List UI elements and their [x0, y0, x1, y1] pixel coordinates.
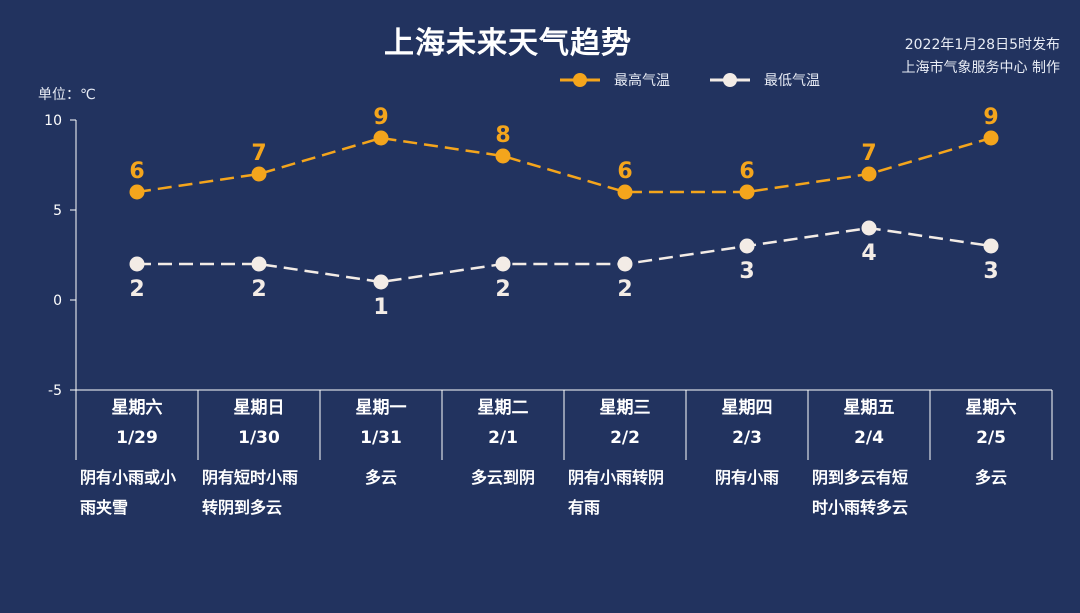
series-line-min: [137, 226, 992, 284]
day-header: 星期五 2/4: [808, 393, 930, 453]
weather-description: 阴有短时小雨 转阴到多云: [198, 463, 320, 523]
legend-item-min[interactable]: 最低气温: [710, 70, 820, 90]
weekday-label: 星期六: [111, 398, 163, 418]
legend-label-min: 最低气温: [764, 73, 820, 89]
y-tick-label: 0: [53, 293, 62, 309]
data-point: [861, 166, 877, 182]
data-label: 1: [373, 295, 388, 320]
data-point: [495, 148, 511, 164]
data-point: [495, 256, 511, 272]
weather-description: 多云到阴: [442, 463, 564, 493]
unit-label: 单位：℃: [38, 87, 96, 103]
weather-description-line: 雨夹雪: [80, 498, 129, 517]
series-line-max: [136, 136, 992, 194]
weather-description-line: 多云到阴: [470, 468, 535, 487]
weather-description-line: 阴有小雨或小: [80, 468, 177, 487]
weekday-label: 星期五: [843, 398, 895, 418]
weekday-label: 星期三: [599, 398, 651, 418]
weekday-label: 星期二: [477, 398, 529, 418]
day-header: 星期六 2/5: [930, 393, 1052, 453]
data-label: 2: [129, 277, 144, 302]
weather-description-line: 转阴到多云: [202, 498, 283, 517]
data-point: [373, 274, 389, 290]
chart-title: 上海未来天气趋势: [384, 26, 632, 61]
date-label: 1/30: [238, 428, 280, 448]
date-label: 2/2: [610, 428, 640, 448]
day-header: 星期二 2/1: [442, 393, 564, 453]
weather-description: 阴到多云有短 时小雨转多云: [808, 463, 930, 523]
date-label: 2/1: [488, 428, 518, 448]
data-point: [739, 184, 755, 200]
data-point: [739, 238, 755, 254]
day-header: 星期日 1/30: [198, 393, 320, 453]
legend-item-max[interactable]: 最高气温: [560, 70, 670, 90]
weather-description: 多云: [320, 463, 442, 493]
publish-info: 2022年1月28日5时发布 上海市气象服务中心 制作: [800, 34, 1060, 80]
data-point: [129, 256, 145, 272]
weather-description: 阴有小雨转阴 有雨: [564, 463, 686, 523]
data-label: 4: [861, 241, 876, 266]
data-label: 2: [617, 277, 632, 302]
weather-description: 多云: [930, 463, 1052, 493]
data-label: 6: [739, 159, 754, 184]
weather-description-line: 阴到多云有短: [812, 468, 909, 487]
date-label: 2/4: [854, 428, 884, 448]
date-label: 1/29: [116, 428, 158, 448]
data-point: [983, 238, 999, 254]
weather-description-line: 阴有小雨: [714, 468, 779, 487]
data-point: [251, 256, 267, 272]
weekday-label: 星期一: [355, 398, 407, 418]
data-label: 7: [251, 141, 266, 166]
y-tick-label: 5: [53, 203, 62, 219]
legend-swatch-max: [560, 73, 600, 87]
day-header: 星期六 1/29: [76, 393, 198, 453]
data-label: 8: [495, 123, 510, 148]
day-header: 星期三 2/2: [564, 393, 686, 453]
data-point: [983, 130, 999, 146]
day-header: 星期四 2/3: [686, 393, 808, 453]
weather-description-line: 多云: [974, 468, 1007, 487]
data-label: 6: [129, 159, 144, 184]
data-label: 9: [983, 105, 998, 130]
weather-description-line: 阴有短时小雨: [202, 468, 299, 487]
weekday-label: 星期日: [233, 398, 285, 418]
weather-description: 阴有小雨: [686, 463, 808, 493]
weather-description-line: 时小雨转多云: [812, 498, 909, 517]
weather-description: 阴有小雨或小 雨夹雪: [76, 463, 198, 523]
data-label: 2: [251, 277, 266, 302]
publish-time: 2022年1月28日5时发布: [904, 37, 1060, 53]
data-point: [617, 184, 633, 200]
date-label: 2/3: [732, 428, 762, 448]
data-point: [617, 256, 633, 272]
data-label: 9: [373, 105, 388, 130]
legend-swatch-min: [710, 73, 750, 87]
data-point: [861, 220, 877, 236]
weather-description-line: 有雨: [568, 498, 601, 517]
weather-description-line: 多云: [364, 468, 397, 487]
data-label: 3: [739, 259, 754, 284]
weather-description-line: 阴有小雨转阴: [568, 468, 665, 487]
data-point: [373, 130, 389, 146]
data-label: 2: [495, 277, 510, 302]
date-label: 1/31: [360, 428, 402, 448]
day-header: 星期一 1/31: [320, 393, 442, 453]
publisher: 上海市气象服务中心 制作: [901, 60, 1060, 76]
y-tick-label: 10: [44, 113, 62, 129]
weekday-label: 星期六: [965, 398, 1017, 418]
data-label: 3: [983, 259, 998, 284]
y-tick-label: -5: [48, 383, 62, 399]
data-point: [251, 166, 267, 182]
data-label: 7: [861, 141, 876, 166]
data-point: [129, 184, 145, 200]
legend-label-max: 最高气温: [614, 73, 670, 89]
data-label: 6: [617, 159, 632, 184]
date-label: 2/5: [976, 428, 1006, 448]
weekday-label: 星期四: [721, 398, 773, 418]
